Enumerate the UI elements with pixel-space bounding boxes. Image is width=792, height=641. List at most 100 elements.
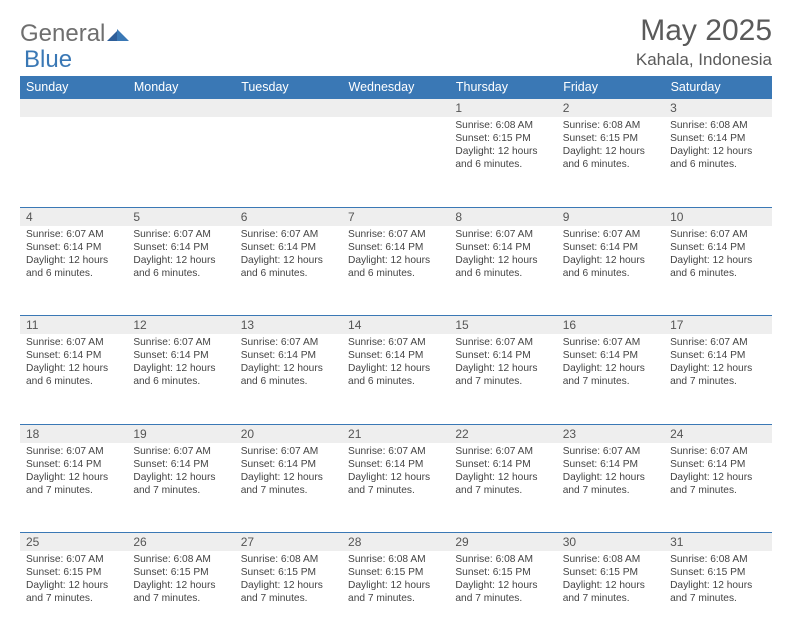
day-cell-body: Sunrise: 6:08 AMSunset: 6:15 PMDaylight:… — [557, 551, 664, 641]
sunset-line: Sunset: 6:14 PM — [241, 458, 336, 471]
sunrise-line: Sunrise: 6:07 AM — [670, 228, 765, 241]
daylight-line: Daylight: 12 hours and 7 minutes. — [133, 579, 228, 605]
day-cell-number: 18 — [20, 424, 127, 443]
sunrise-line: Sunrise: 6:07 AM — [133, 228, 228, 241]
day-details: Sunrise: 6:08 AMSunset: 6:15 PMDaylight:… — [235, 551, 342, 609]
sunset-line: Sunset: 6:14 PM — [563, 349, 658, 362]
sunset-line: Sunset: 6:15 PM — [241, 566, 336, 579]
day-cell-number: 17 — [664, 316, 771, 335]
daylight-line: Daylight: 12 hours and 6 minutes. — [133, 254, 228, 280]
week-daynum-row: 11121314151617 — [20, 316, 772, 335]
day-details: Sunrise: 6:08 AMSunset: 6:15 PMDaylight:… — [342, 551, 449, 609]
sunrise-line: Sunrise: 6:08 AM — [348, 553, 443, 566]
sunset-line: Sunset: 6:14 PM — [670, 241, 765, 254]
day-cell-number: 23 — [557, 424, 664, 443]
weekday-header: Thursday — [449, 76, 556, 99]
day-cell-number — [127, 99, 234, 118]
day-cell-body: Sunrise: 6:07 AMSunset: 6:14 PMDaylight:… — [235, 334, 342, 424]
day-details: Sunrise: 6:07 AMSunset: 6:14 PMDaylight:… — [235, 334, 342, 392]
sunrise-line: Sunrise: 6:07 AM — [241, 336, 336, 349]
day-number: 2 — [557, 99, 664, 117]
sunrise-line: Sunrise: 6:07 AM — [26, 445, 121, 458]
day-number: 8 — [449, 208, 556, 226]
day-cell-body: Sunrise: 6:07 AMSunset: 6:15 PMDaylight:… — [20, 551, 127, 641]
day-number: 23 — [557, 425, 664, 443]
day-cell-number: 6 — [235, 207, 342, 226]
daylight-line: Daylight: 12 hours and 7 minutes. — [563, 471, 658, 497]
calendar-table: Sunday Monday Tuesday Wednesday Thursday… — [20, 76, 772, 641]
sunrise-line: Sunrise: 6:07 AM — [26, 336, 121, 349]
day-cell-body: Sunrise: 6:07 AMSunset: 6:14 PMDaylight:… — [664, 226, 771, 316]
sunset-line: Sunset: 6:14 PM — [133, 349, 228, 362]
day-cell-number: 11 — [20, 316, 127, 335]
sunrise-line: Sunrise: 6:08 AM — [241, 553, 336, 566]
sunset-line: Sunset: 6:14 PM — [455, 241, 550, 254]
day-number: 19 — [127, 425, 234, 443]
day-cell-number — [342, 99, 449, 118]
day-details: Sunrise: 6:07 AMSunset: 6:14 PMDaylight:… — [557, 334, 664, 392]
day-number: 15 — [449, 316, 556, 334]
daylight-line: Daylight: 12 hours and 6 minutes. — [26, 362, 121, 388]
day-cell-number: 7 — [342, 207, 449, 226]
brand-text-blue: Blue — [24, 46, 72, 73]
daylight-line: Daylight: 12 hours and 6 minutes. — [348, 362, 443, 388]
day-number: 14 — [342, 316, 449, 334]
day-cell-body: Sunrise: 6:07 AMSunset: 6:14 PMDaylight:… — [235, 226, 342, 316]
day-number: 17 — [664, 316, 771, 334]
day-cell-body: Sunrise: 6:08 AMSunset: 6:15 PMDaylight:… — [449, 117, 556, 207]
week-daynum-row: 123 — [20, 99, 772, 118]
day-number: 3 — [664, 99, 771, 117]
day-cell-body: Sunrise: 6:07 AMSunset: 6:14 PMDaylight:… — [342, 443, 449, 533]
sunrise-line: Sunrise: 6:07 AM — [455, 228, 550, 241]
day-cell-number: 12 — [127, 316, 234, 335]
day-cell-number: 24 — [664, 424, 771, 443]
day-number: 11 — [20, 316, 127, 334]
brand-mark-icon — [107, 25, 129, 46]
day-number: 25 — [20, 533, 127, 551]
day-details: Sunrise: 6:07 AMSunset: 6:14 PMDaylight:… — [235, 443, 342, 501]
sunset-line: Sunset: 6:14 PM — [670, 458, 765, 471]
sunrise-line: Sunrise: 6:07 AM — [133, 336, 228, 349]
day-details: Sunrise: 6:07 AMSunset: 6:14 PMDaylight:… — [127, 443, 234, 501]
sunset-line: Sunset: 6:15 PM — [26, 566, 121, 579]
day-cell-body: Sunrise: 6:07 AMSunset: 6:14 PMDaylight:… — [127, 334, 234, 424]
daylight-line: Daylight: 12 hours and 7 minutes. — [241, 471, 336, 497]
sunrise-line: Sunrise: 6:07 AM — [241, 228, 336, 241]
day-cell-number: 13 — [235, 316, 342, 335]
day-cell-number: 1 — [449, 99, 556, 118]
day-number: 5 — [127, 208, 234, 226]
day-details — [127, 117, 234, 175]
day-number: 1 — [449, 99, 556, 117]
day-cell-body: Sunrise: 6:07 AMSunset: 6:14 PMDaylight:… — [20, 226, 127, 316]
brand-text-general: General — [20, 20, 105, 48]
weekday-header: Friday — [557, 76, 664, 99]
day-details: Sunrise: 6:07 AMSunset: 6:14 PMDaylight:… — [664, 226, 771, 284]
day-number: 20 — [235, 425, 342, 443]
day-cell-body: Sunrise: 6:08 AMSunset: 6:15 PMDaylight:… — [127, 551, 234, 641]
day-cell-number: 31 — [664, 533, 771, 552]
day-cell-body: Sunrise: 6:07 AMSunset: 6:14 PMDaylight:… — [342, 334, 449, 424]
day-cell-number — [235, 99, 342, 118]
day-number: 24 — [664, 425, 771, 443]
day-cell-body: Sunrise: 6:07 AMSunset: 6:14 PMDaylight:… — [127, 443, 234, 533]
day-cell-body: Sunrise: 6:07 AMSunset: 6:14 PMDaylight:… — [557, 443, 664, 533]
daylight-line: Daylight: 12 hours and 6 minutes. — [241, 254, 336, 280]
daylight-line: Daylight: 12 hours and 6 minutes. — [670, 145, 765, 171]
day-details — [20, 117, 127, 175]
title-block: May 2025 Kahala, Indonesia — [636, 14, 772, 70]
day-cell-number — [20, 99, 127, 118]
daylight-line: Daylight: 12 hours and 6 minutes. — [455, 254, 550, 280]
daylight-line: Daylight: 12 hours and 7 minutes. — [670, 471, 765, 497]
day-cell-body: Sunrise: 6:08 AMSunset: 6:15 PMDaylight:… — [342, 551, 449, 641]
sunrise-line: Sunrise: 6:07 AM — [26, 228, 121, 241]
daylight-line: Daylight: 12 hours and 6 minutes. — [563, 254, 658, 280]
day-number: 16 — [557, 316, 664, 334]
day-cell-body: Sunrise: 6:07 AMSunset: 6:14 PMDaylight:… — [20, 443, 127, 533]
day-number — [127, 99, 234, 117]
day-number: 13 — [235, 316, 342, 334]
day-number: 27 — [235, 533, 342, 551]
day-cell-number: 9 — [557, 207, 664, 226]
day-details: Sunrise: 6:08 AMSunset: 6:15 PMDaylight:… — [557, 117, 664, 175]
day-number: 26 — [127, 533, 234, 551]
sunset-line: Sunset: 6:15 PM — [563, 132, 658, 145]
